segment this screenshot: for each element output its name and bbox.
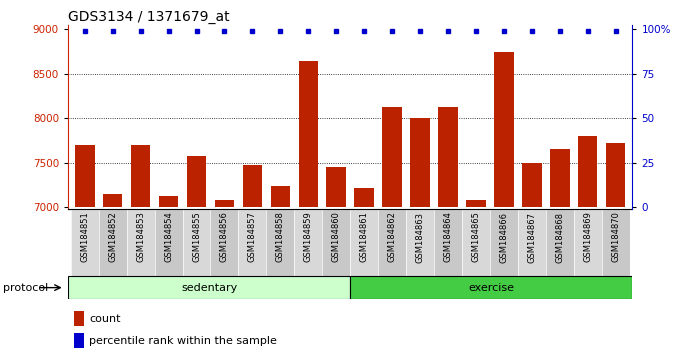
Bar (211, 209, 239, 276)
Text: GSM184870: GSM184870 (611, 212, 620, 262)
Bar (131, 145, 150, 207)
Bar (322, 209, 350, 276)
Bar (350, 276, 632, 299)
Text: GSM184856: GSM184856 (220, 212, 229, 262)
Bar (294, 209, 322, 276)
Text: GSM184851: GSM184851 (80, 212, 89, 262)
Text: GSM184866: GSM184866 (499, 212, 509, 263)
Text: percentile rank within the sample: percentile rank within the sample (90, 336, 277, 346)
Bar (326, 167, 346, 207)
Bar (466, 200, 486, 207)
Bar (602, 209, 630, 276)
Text: GSM184863: GSM184863 (415, 212, 424, 263)
Bar (546, 209, 574, 276)
Bar (73, 333, 84, 348)
Bar (434, 209, 462, 276)
Text: GSM184869: GSM184869 (583, 212, 592, 262)
Bar (494, 52, 513, 207)
Bar (378, 209, 406, 276)
Bar (299, 61, 318, 207)
Bar (518, 209, 546, 276)
Bar (71, 209, 99, 276)
Text: GSM184859: GSM184859 (304, 212, 313, 262)
Text: GSM184862: GSM184862 (388, 212, 396, 262)
Text: GDS3134 / 1371679_at: GDS3134 / 1371679_at (68, 10, 230, 24)
Text: GSM184858: GSM184858 (276, 212, 285, 262)
Bar (187, 155, 206, 207)
Text: protocol: protocol (3, 282, 49, 293)
Bar (606, 143, 626, 207)
Bar (271, 186, 290, 207)
Bar (522, 162, 541, 207)
Bar (215, 200, 234, 207)
Bar (126, 209, 154, 276)
Bar (574, 209, 602, 276)
Bar (73, 311, 84, 326)
Text: exercise: exercise (469, 282, 514, 293)
Text: GSM184861: GSM184861 (360, 212, 369, 262)
Bar (350, 209, 378, 276)
Bar (182, 209, 211, 276)
Bar (75, 145, 95, 207)
Bar (578, 136, 598, 207)
Bar (550, 149, 570, 207)
Text: GSM184852: GSM184852 (108, 212, 117, 262)
Bar (103, 194, 122, 207)
Bar (462, 209, 490, 276)
Text: GSM184867: GSM184867 (527, 212, 537, 263)
Bar (99, 209, 126, 276)
Bar (382, 108, 402, 207)
Bar (354, 188, 374, 207)
Text: GSM184855: GSM184855 (192, 212, 201, 262)
Bar (490, 209, 518, 276)
Bar (239, 209, 267, 276)
Bar (154, 209, 182, 276)
Text: sedentary: sedentary (181, 282, 237, 293)
Bar (68, 276, 350, 299)
Text: GSM184857: GSM184857 (248, 212, 257, 262)
Bar (438, 108, 458, 207)
Text: GSM184864: GSM184864 (443, 212, 452, 262)
Bar (159, 196, 178, 207)
Bar (410, 118, 430, 207)
Bar (267, 209, 294, 276)
Text: GSM184853: GSM184853 (136, 212, 145, 262)
Bar (243, 165, 262, 207)
Text: GSM184868: GSM184868 (556, 212, 564, 263)
Text: GSM184860: GSM184860 (332, 212, 341, 262)
Text: count: count (90, 314, 121, 324)
Text: GSM184854: GSM184854 (164, 212, 173, 262)
Text: GSM184865: GSM184865 (471, 212, 481, 262)
Bar (406, 209, 434, 276)
